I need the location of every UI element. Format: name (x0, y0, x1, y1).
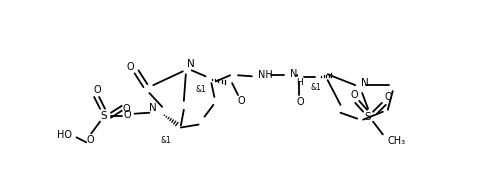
Text: N: N (149, 103, 157, 113)
Text: &1: &1 (195, 85, 206, 94)
Text: &1: &1 (161, 136, 171, 145)
Text: N: N (187, 60, 194, 69)
Text: H: H (296, 78, 302, 87)
Text: O: O (124, 110, 131, 120)
Text: O: O (93, 85, 101, 95)
Text: CH₃: CH₃ (388, 136, 406, 146)
Text: O: O (385, 92, 393, 102)
Text: HO: HO (57, 130, 71, 140)
Text: N: N (361, 78, 369, 88)
Text: O: O (237, 96, 245, 106)
Text: S: S (365, 112, 371, 122)
Text: O: O (351, 90, 358, 100)
Text: O: O (123, 104, 130, 114)
Text: NH: NH (258, 70, 273, 80)
Text: O: O (297, 97, 304, 107)
Text: &1: &1 (310, 83, 321, 92)
Text: S: S (101, 111, 107, 121)
Text: O: O (127, 62, 135, 72)
Text: N: N (290, 69, 297, 79)
Text: O: O (86, 135, 94, 145)
